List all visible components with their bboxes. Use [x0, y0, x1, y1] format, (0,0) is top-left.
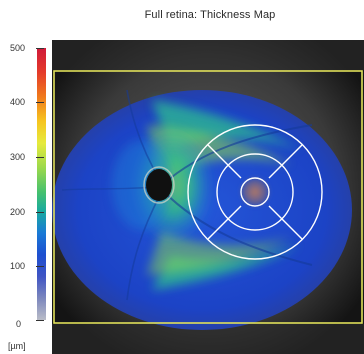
etdrs-grid	[187, 124, 323, 260]
scale-tick-label: 400	[10, 97, 26, 107]
scale-tick-label: 200	[10, 207, 26, 217]
thickness-field	[52, 89, 352, 330]
optic-disc	[146, 169, 172, 201]
scale-tick-mark	[36, 48, 44, 49]
scale-tick-mark	[36, 320, 44, 321]
scale-tick-mark	[36, 212, 44, 213]
scale-unit-label: [µm]	[8, 341, 26, 351]
map-title: Full retina: Thickness Map	[144, 9, 276, 21]
scale-tick-label: 100	[10, 261, 26, 271]
scale-tick-label: 300	[10, 152, 26, 162]
optic-disc-rim	[143, 166, 175, 204]
top-vignette	[52, 40, 364, 70]
color-scale-bar	[37, 48, 46, 320]
scan-area-frame	[53, 70, 363, 324]
scale-tick-label: 0	[16, 319, 22, 329]
scale-tick-label: 500	[10, 43, 26, 53]
scale-tick-mark	[36, 266, 44, 267]
retina-thickness-map	[52, 40, 364, 354]
scale-tick-mark	[36, 157, 44, 158]
scale-tick-mark	[36, 102, 44, 103]
